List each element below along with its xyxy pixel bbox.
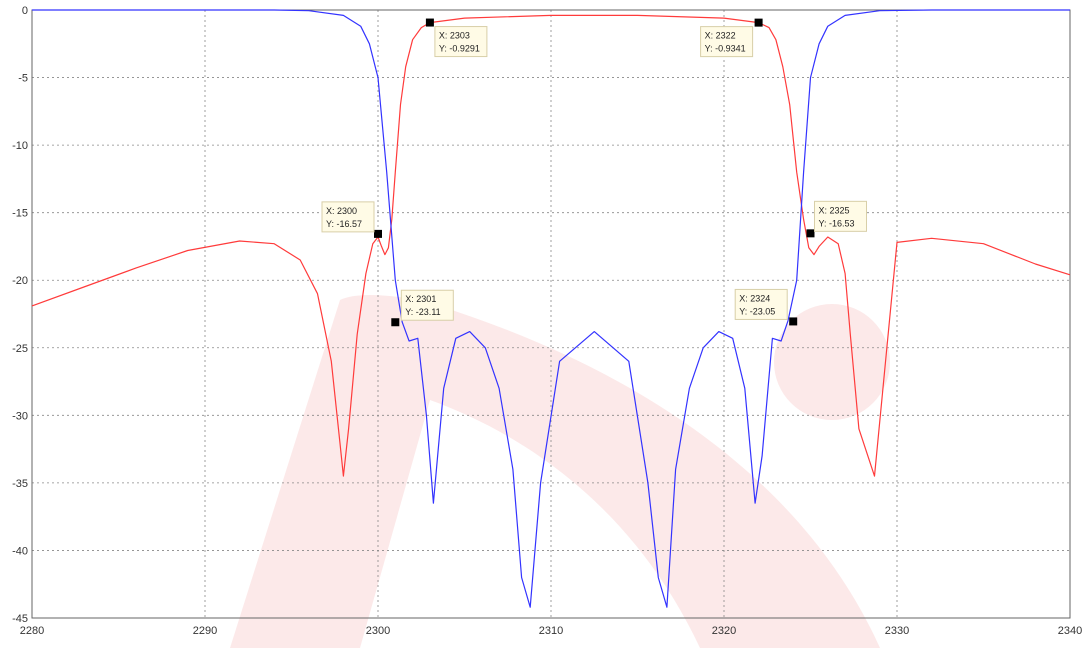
grid: [32, 10, 1070, 618]
datatip-x-text: X: 2325: [819, 205, 850, 215]
datatip-box: [734, 288, 788, 320]
x-tick-label: 2280: [20, 625, 44, 637]
x-tick-label: 2310: [539, 625, 563, 637]
plot-frame: [31, 9, 1071, 619]
datatip-box: [434, 26, 488, 58]
y-tick-label: 0: [22, 5, 28, 17]
x-tick-label: 2330: [885, 625, 909, 637]
datatip-marker[interactable]: [391, 318, 400, 327]
y-tick-label: -10: [12, 140, 28, 152]
datatip[interactable]: X: 2301 Y: -23.11: [400, 289, 454, 321]
x-tick-label: 2290: [193, 625, 217, 637]
datatip-x-text: X: 2300: [326, 206, 357, 216]
datatip-marker[interactable]: [425, 18, 434, 27]
datatip-x-text: X: 2303: [439, 31, 470, 41]
datatip[interactable]: X: 2324 Y: -23.05: [734, 288, 788, 320]
y-tick-label: -40: [12, 545, 28, 557]
datatip-marker[interactable]: [789, 317, 798, 326]
x-tick-labels: 2280 2290 2300 2310 2320 2330 2340: [20, 625, 1082, 637]
datatip-box: [321, 201, 375, 233]
watermark-logo: [230, 295, 890, 648]
datatip-marker[interactable]: [806, 229, 815, 238]
watermark-dot: [774, 304, 890, 420]
datatip-box: [400, 289, 454, 321]
datatip-y-text: Y: -16.57: [326, 219, 362, 229]
y-tick-label: -35: [12, 478, 28, 490]
y-tick-label: -15: [12, 208, 28, 220]
datatip-x-text: X: 2324: [739, 293, 770, 303]
y-tick-label: -25: [12, 343, 28, 355]
series-layer: [31, 9, 1071, 608]
y-tick-label: -30: [12, 410, 28, 422]
datatip-y-text: Y: -0.9341: [705, 44, 746, 54]
datatip[interactable]: X: 2300 Y: -16.57: [321, 201, 375, 233]
datatip-x-text: X: 2322: [705, 31, 736, 41]
datatip-box: [700, 26, 754, 58]
datatip-marker[interactable]: [374, 229, 382, 238]
datatip[interactable]: X: 2325 Y: -16.53: [814, 200, 867, 232]
datatip-y-text: Y: -23.05: [739, 306, 775, 316]
series-line-blue: [32, 9, 1070, 608]
watermark-arc: [230, 295, 880, 648]
x-tick-label: 2340: [1058, 625, 1082, 637]
datatip-box: [814, 200, 867, 232]
datatip-y-text: Y: -16.53: [819, 218, 855, 228]
y-tick-label: -5: [18, 73, 28, 85]
datatip[interactable]: X: 2303 Y: -0.9291: [434, 26, 488, 58]
datatip-marker[interactable]: [754, 18, 763, 27]
datatip-y-text: Y: -0.9291: [439, 44, 480, 54]
y-tick-label: -20: [12, 275, 28, 287]
datatip[interactable]: X: 2322 Y: -0.9341: [700, 26, 754, 58]
y-tick-label: -45: [12, 613, 28, 625]
x-tick-label: 2320: [712, 625, 736, 637]
datatip-y-text: Y: -23.11: [405, 307, 440, 317]
datatip-markers: [374, 18, 815, 327]
datatips: X: 2303 Y: -0.9291 X: 2322 Y: -0.9341 X: 230…: [321, 26, 867, 321]
datatip-x-text: X: 2301: [405, 294, 436, 304]
y-tick-labels: 0 -5 -10 -15 -20 -25 -30 -35 -40 -45: [12, 5, 28, 625]
x-tick-label: 2300: [366, 625, 390, 637]
